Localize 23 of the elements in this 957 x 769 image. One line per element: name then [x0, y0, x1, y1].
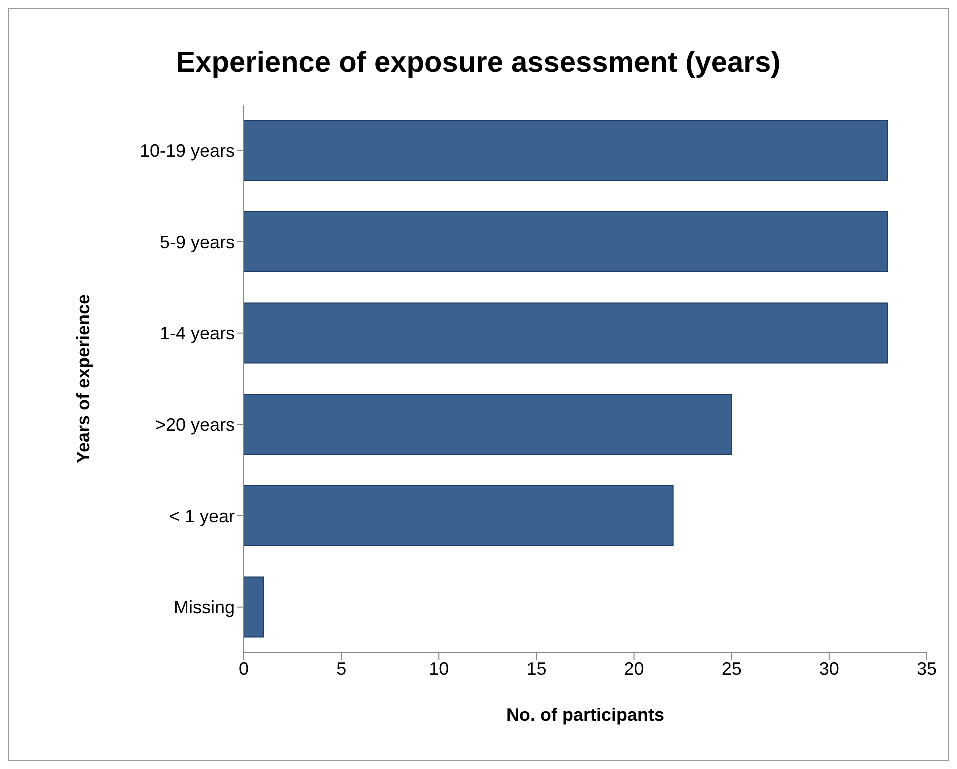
x-tick-label: 30	[819, 658, 840, 679]
x-tick-label: 20	[624, 658, 644, 679]
y-tick-label: >20 years	[155, 415, 235, 436]
y-tick-label: Missing	[174, 598, 235, 618]
x-tick-label: 25	[722, 658, 742, 679]
bar	[244, 485, 674, 546]
x-tick-label: 5	[336, 658, 347, 679]
x-tick-label: 0	[238, 658, 250, 679]
y-tick-label: 5-9 years	[160, 232, 235, 252]
bar	[244, 394, 732, 456]
y-tick-label: < 1 year	[169, 506, 235, 526]
x-tick-label: 10	[429, 658, 450, 679]
x-tick-label: 35	[916, 658, 938, 679]
x-axis-title: No. of participants	[506, 705, 665, 725]
bar	[244, 576, 264, 638]
y-axis-title: Years of experience	[73, 294, 94, 464]
bar	[244, 120, 888, 182]
x-tick-label: 15	[526, 658, 547, 679]
chart-title: Experience of exposure assessment (years)	[175, 46, 782, 81]
y-tick-label: 10-19 years	[140, 141, 235, 162]
bar	[244, 302, 888, 364]
bar	[244, 211, 888, 272]
y-tick-label: 1-4 years	[160, 324, 235, 344]
